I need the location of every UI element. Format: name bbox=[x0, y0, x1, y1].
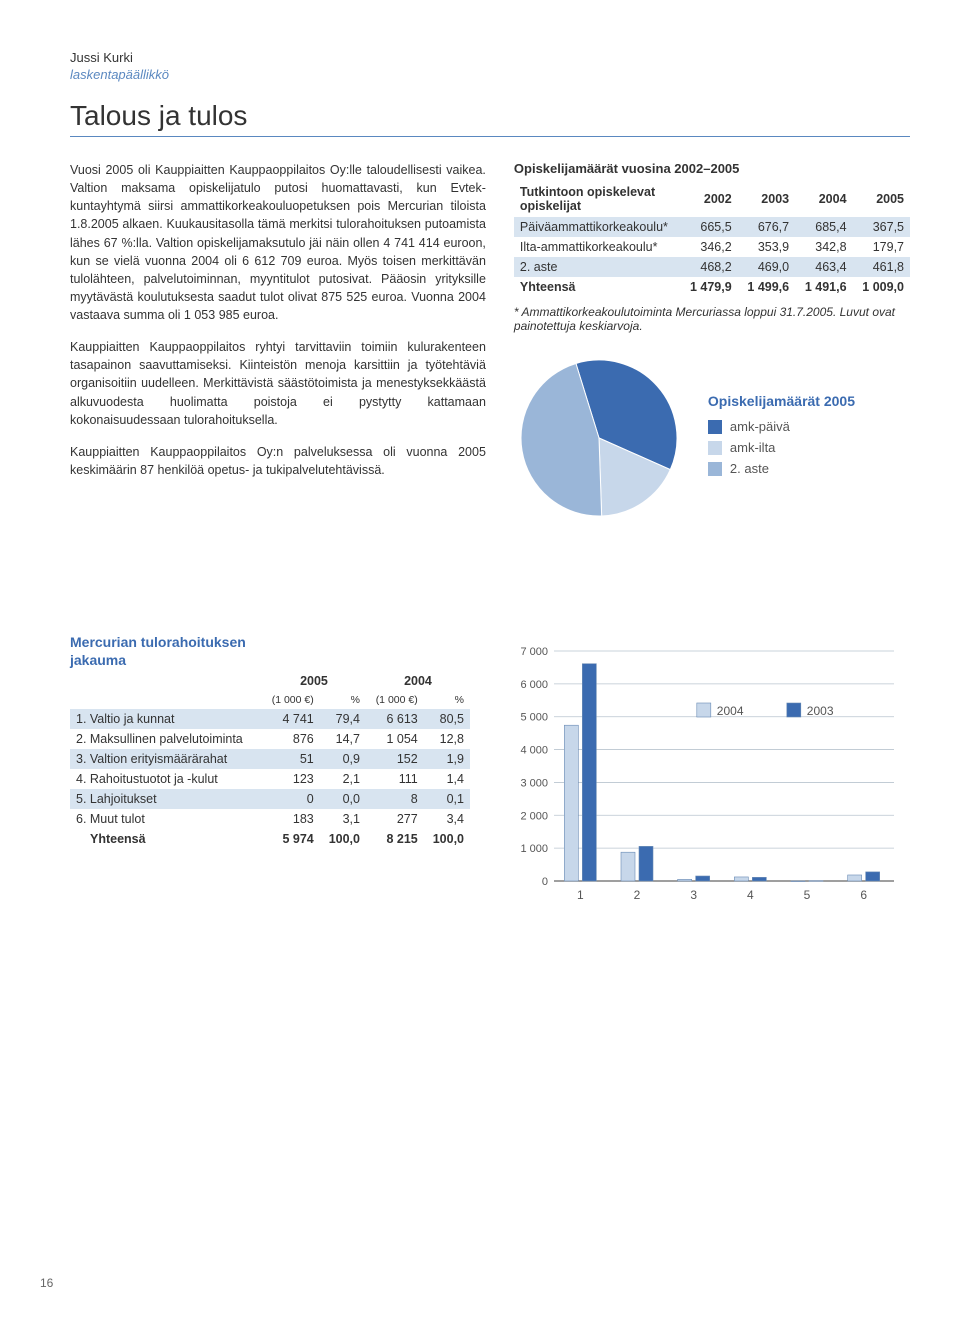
para-3: Kauppiaitten Kauppaoppilaitos Oy:n palve… bbox=[70, 443, 486, 479]
funding-section: Mercurian tulorahoituksen jakauma 2005 2… bbox=[70, 633, 910, 928]
page-title: Talous ja tulos bbox=[70, 100, 910, 132]
para-2: Kauppiaitten Kauppaoppilaitos ryhtyi tar… bbox=[70, 338, 486, 429]
funding-year-2005: 2005 bbox=[262, 671, 366, 691]
table-row: 4. Rahoitustuotot ja -kulut1232,11111,4 bbox=[70, 769, 470, 789]
svg-text:5: 5 bbox=[804, 888, 811, 902]
table-row: 1. Valtio ja kunnat4 74179,46 61380,5 bbox=[70, 709, 470, 729]
funding-table: 2005 2004 (1 000 €) % (1 000 €) % 1. Val… bbox=[70, 671, 470, 849]
legend-item: 2. aste bbox=[708, 461, 855, 476]
legend-item: amk-päivä bbox=[708, 419, 855, 434]
title-rule bbox=[70, 136, 910, 137]
bar-chart-wrapper: 0 1 000 2 000 3 000 4 000 5 000 6 000 7 000 1 2 3 4… bbox=[506, 633, 906, 928]
funding-year-2004: 2004 bbox=[366, 671, 470, 691]
table-row: 2. Maksullinen palvelutoiminta87614,71 0… bbox=[70, 729, 470, 749]
table-row-total: Yhteensä5 974100,08 215100,0 bbox=[70, 829, 470, 849]
year-2003: 2003 bbox=[738, 182, 795, 217]
svg-text:6 000: 6 000 bbox=[520, 679, 548, 691]
svg-text:4: 4 bbox=[747, 888, 754, 902]
svg-text:6: 6 bbox=[860, 888, 867, 902]
students-table-title: Opiskelijamäärät vuosina 2002–2005 bbox=[514, 161, 910, 176]
svg-text:3 000: 3 000 bbox=[520, 777, 548, 789]
svg-text:2: 2 bbox=[634, 888, 641, 902]
table-row: 3. Valtion erityismäärärahat510,91521,9 bbox=[70, 749, 470, 769]
students-table: Tutkintoon opiskelevat opiskelijat 2002 … bbox=[514, 182, 910, 297]
funding-subp-1: % bbox=[320, 691, 366, 709]
year-2002: 2002 bbox=[680, 182, 737, 217]
students-header-label: Tutkintoon opiskelevat opiskelijat bbox=[514, 182, 680, 217]
table-row: Päiväammattikorkeakoulu*665,5676,7685,43… bbox=[514, 217, 910, 237]
funding-sub-2: (1 000 €) bbox=[366, 691, 424, 709]
funding-subp-2: % bbox=[424, 691, 470, 709]
funding-title-1: Mercurian tulorahoituksen bbox=[70, 634, 246, 650]
funding-title: Mercurian tulorahoituksen jakauma bbox=[70, 633, 470, 669]
para-1: Vuosi 2005 oli Kauppiaitten Kauppaoppila… bbox=[70, 161, 486, 324]
bar-chart: 0 1 000 2 000 3 000 4 000 5 000 6 000 7 000 1 2 3 4… bbox=[506, 633, 906, 923]
pie-section: Opiskelijamäärät 2005 amk-päivä amk-ilta 2… bbox=[514, 353, 910, 523]
table-row: 5. Lahjoitukset00,080,1 bbox=[70, 789, 470, 809]
year-2004: 2004 bbox=[795, 182, 852, 217]
year-2005: 2005 bbox=[853, 182, 910, 217]
svg-text:1 000: 1 000 bbox=[520, 843, 548, 855]
table-column: Opiskelijamäärät vuosina 2002–2005 Tutki… bbox=[514, 161, 910, 523]
svg-text:1: 1 bbox=[577, 888, 584, 902]
main-columns: Vuosi 2005 oli Kauppiaitten Kauppaoppila… bbox=[70, 161, 910, 523]
table-row: Ilta-ammattikorkeakoulu*346,2353,9342,81… bbox=[514, 237, 910, 257]
table-row: 6. Muut tulot1833,12773,4 bbox=[70, 809, 470, 829]
svg-text:2 000: 2 000 bbox=[520, 810, 548, 822]
funding-title-2: jakauma bbox=[70, 652, 126, 668]
pie-chart bbox=[514, 353, 684, 523]
svg-text:4 000: 4 000 bbox=[520, 744, 548, 756]
pie-title: Opiskelijamäärät 2005 bbox=[708, 393, 855, 409]
svg-text:0: 0 bbox=[542, 876, 548, 888]
svg-text:2003: 2003 bbox=[807, 704, 834, 718]
svg-text:7 000: 7 000 bbox=[520, 646, 548, 658]
students-footnote: * Ammattikorkeakoulutoiminta Mercuriassa… bbox=[514, 305, 910, 333]
students-header-text: Tutkintoon opiskelevat opiskelijat bbox=[520, 185, 655, 213]
svg-text:3: 3 bbox=[690, 888, 697, 902]
text-column: Vuosi 2005 oli Kauppiaitten Kauppaoppila… bbox=[70, 161, 486, 523]
table-row: 2. aste468,2469,0463,4461,8 bbox=[514, 257, 910, 277]
page-number: 16 bbox=[40, 1276, 53, 1290]
legend-item: amk-ilta bbox=[708, 440, 855, 455]
svg-text:5 000: 5 000 bbox=[520, 711, 548, 723]
table-row-total: Yhteensä1 479,91 499,61 491,61 009,0 bbox=[514, 277, 910, 297]
author: Jussi Kurki bbox=[70, 50, 910, 65]
svg-text:2004: 2004 bbox=[717, 704, 744, 718]
funding-table-wrapper: Mercurian tulorahoituksen jakauma 2005 2… bbox=[70, 633, 470, 928]
author-title: laskentapäällikkö bbox=[70, 67, 910, 82]
pie-legend: Opiskelijamäärät 2005 amk-päivä amk-ilta 2… bbox=[708, 393, 855, 482]
funding-sub-1: (1 000 €) bbox=[262, 691, 320, 709]
